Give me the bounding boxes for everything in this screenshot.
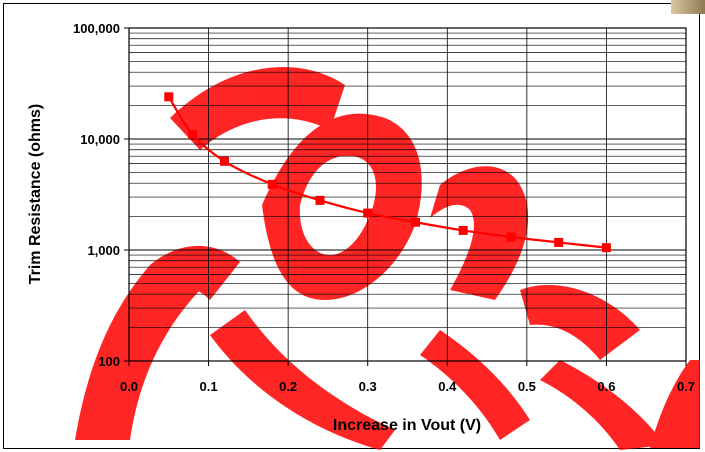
data-point-marker [506,232,516,242]
data-point-marker [164,92,174,102]
data-point-marker [188,129,198,139]
plot-area-border [128,27,687,362]
x-axis: 0.0 0.1 0.2 0.3 0.4 0.5 0.6 0.7 [120,361,695,394]
y-tick-label: 1,000 [87,243,120,258]
x-tick-label: 0.5 [518,379,536,394]
data-point-marker [601,243,611,253]
y-tick-label: 100 [98,354,120,369]
x-tick-label: 0.4 [438,379,457,394]
y-axis-title: Trim Resistance (ohms) [27,104,44,285]
x-tick-label: 0.6 [597,379,615,394]
y-tick-label: 10,000 [80,132,120,147]
x-tick-label: 0.7 [677,379,695,394]
x-tick-label: 0.2 [279,379,297,394]
y-axis: 100 1,000 10,000 100,000 [73,21,129,369]
data-point-marker [219,156,229,166]
x-tick-label: 0.0 [120,379,138,394]
data-point-marker [554,237,564,247]
data-point-marker [410,217,420,227]
y-tick-label: 100,000 [73,21,120,36]
data-series [164,92,611,253]
x-tick-label: 0.3 [359,379,377,394]
x-axis-title: Increase in Vout (V) [333,417,481,434]
corner-image [671,0,705,14]
data-point-marker [363,208,373,218]
data-point-marker [315,195,325,205]
x-tick-label: 0.1 [200,379,218,394]
data-point-marker [458,225,468,235]
data-point-marker [267,179,277,189]
